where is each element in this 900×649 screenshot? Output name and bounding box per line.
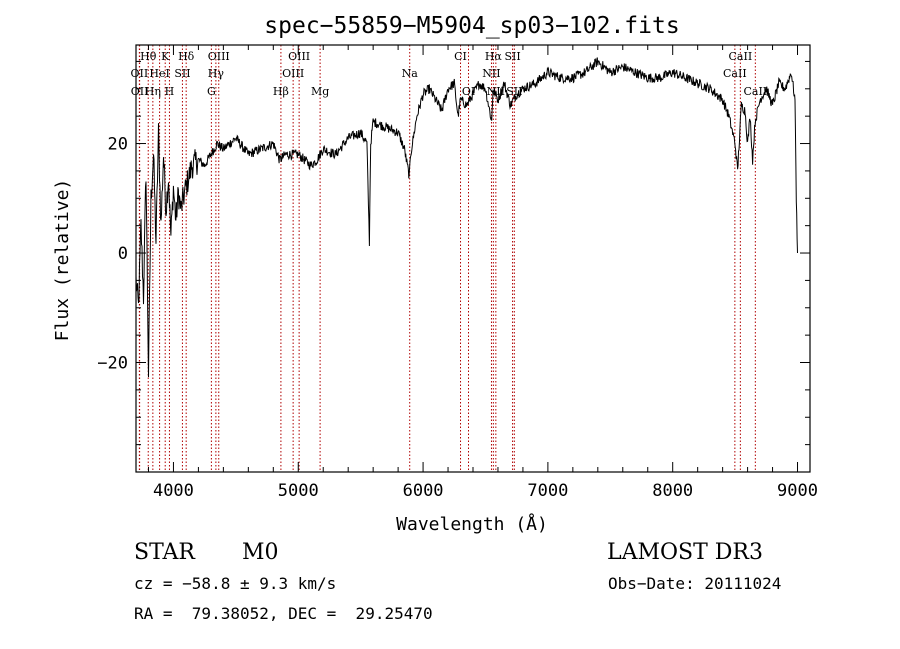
line-label-16: CaII bbox=[723, 67, 747, 80]
object-subclass: M0 bbox=[242, 540, 279, 565]
line-label-18: Hη bbox=[145, 85, 161, 98]
x-axis-label: Wavelength (Å) bbox=[396, 513, 548, 535]
line-label-17: OII bbox=[131, 85, 149, 98]
plot-frame bbox=[135, 44, 811, 473]
x-tick-label-6000: 6000 bbox=[403, 481, 444, 501]
line-label-6: Hα bbox=[485, 50, 503, 63]
line-label-11: SII bbox=[174, 67, 190, 80]
x-tick-label-8000: 8000 bbox=[652, 481, 693, 501]
x-tick-label-5000: 5000 bbox=[278, 481, 319, 501]
line-label-2: Hδ bbox=[178, 50, 195, 63]
line-label-14: Na bbox=[402, 67, 419, 80]
x-tick-label-7000: 7000 bbox=[527, 481, 568, 501]
line-label-9: OII bbox=[131, 67, 149, 80]
line-label-20: G bbox=[207, 85, 216, 98]
x-tick-label-9000: 9000 bbox=[777, 481, 818, 501]
y-tick-label-20: 20 bbox=[108, 135, 128, 155]
x-axis-ticks: 4000 5000 6000 7000 8000 9000 bbox=[147, 45, 818, 501]
line-label-15: NII bbox=[482, 67, 500, 80]
line-label-19: H bbox=[165, 85, 175, 98]
line-label-8: CaII bbox=[729, 50, 753, 63]
y-axis-label: Flux (relative) bbox=[52, 179, 73, 342]
line-label-26: CaII bbox=[743, 85, 767, 98]
survey-name: LAMOST DR3 bbox=[607, 540, 763, 565]
line-label-22: Mg bbox=[311, 85, 329, 98]
spectrum-group bbox=[135, 57, 798, 378]
x-tick-label-4000: 4000 bbox=[153, 481, 194, 501]
redshift-text: cz = −58.8 ± 9.3 km/s bbox=[134, 574, 337, 593]
spectrum-line bbox=[135, 57, 798, 378]
line-markers-group bbox=[138, 45, 756, 472]
y-tick-label--20: −20 bbox=[97, 354, 128, 374]
line-label-7: SII bbox=[504, 50, 520, 63]
line-label-21: Hβ bbox=[273, 85, 289, 98]
line-label-13: OIII bbox=[282, 67, 304, 80]
coords-text: RA = 79.38052, DEC = 29.25470 bbox=[134, 604, 433, 623]
line-label-10: HeI bbox=[149, 67, 169, 80]
y-axis-ticks: −20 0 20 bbox=[97, 60, 810, 446]
line-label-1: K bbox=[161, 50, 170, 63]
line-label-0: Hθ bbox=[140, 50, 157, 63]
line-label-12: Hγ bbox=[208, 67, 225, 80]
chart-title: spec−55859−M5904_sp03−102.fits bbox=[264, 13, 679, 39]
line-label-5: CI bbox=[454, 50, 467, 63]
y-tick-label-0: 0 bbox=[118, 244, 128, 264]
object-class: STAR bbox=[134, 540, 195, 565]
line-label-4: OIII bbox=[288, 50, 310, 63]
line-label-3: OIII bbox=[208, 50, 230, 63]
obs-date-text: Obs−Date: 20111024 bbox=[608, 574, 782, 593]
spectrum-chart: spec−55859−M5904_sp03−102.fits Hθ K Hδ OIII… bbox=[52, 13, 818, 535]
